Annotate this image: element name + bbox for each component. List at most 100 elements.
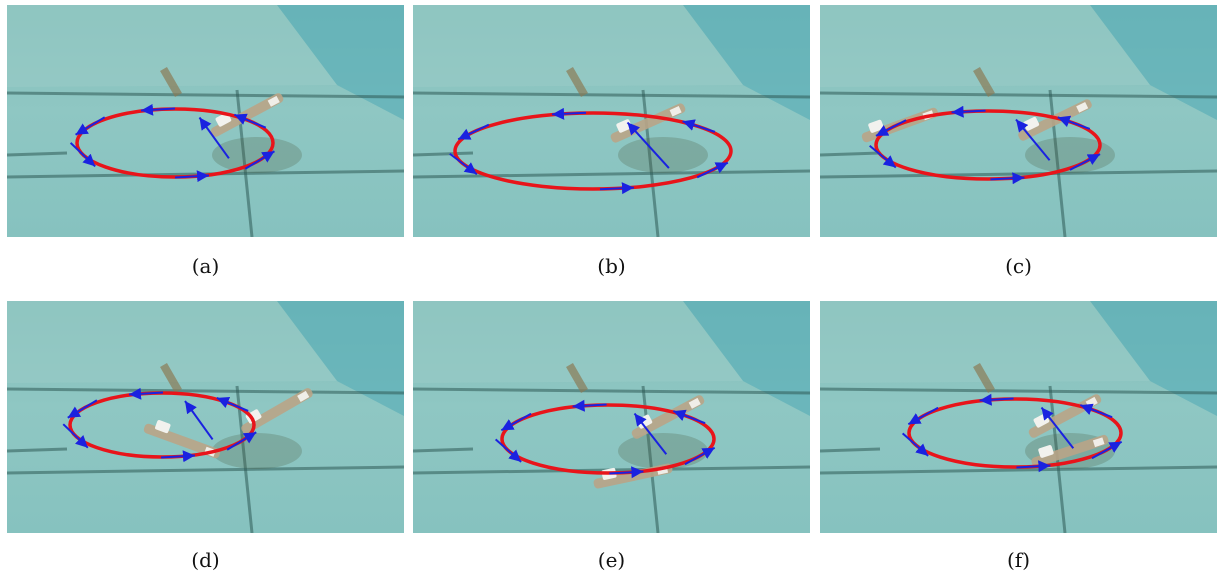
pool-wall — [1090, 5, 1217, 120]
tile-line — [413, 91, 810, 99]
photo-panel-e — [413, 301, 810, 533]
pool-wall — [277, 5, 404, 120]
water-shadow — [212, 137, 302, 173]
direction-arrow — [599, 182, 634, 195]
caption-c: (c) — [1005, 254, 1032, 278]
caption-d: (d) — [191, 548, 220, 572]
tile-line — [820, 447, 881, 453]
pool-wall — [683, 301, 810, 416]
direction-arrow — [869, 144, 897, 169]
trajectory-loop — [500, 403, 716, 475]
tile-line — [820, 91, 1217, 99]
robot-fish — [1031, 434, 1109, 468]
trajectory-loop — [907, 397, 1123, 469]
pool-photo — [7, 301, 404, 533]
direction-arrow — [682, 119, 716, 133]
post — [566, 67, 588, 97]
photo-panel-d — [7, 301, 404, 533]
post — [973, 67, 995, 97]
pool-photo — [413, 5, 810, 237]
trajectory-loop — [75, 107, 275, 179]
trajectory-loop — [874, 109, 1102, 181]
pool-photo — [820, 5, 1217, 237]
direction-arrow — [449, 152, 478, 176]
pool-glass — [7, 301, 337, 383]
photo-panel-b — [413, 5, 810, 237]
water-shadow — [618, 137, 708, 173]
direction-arrow — [62, 423, 89, 449]
tile-line — [413, 169, 810, 179]
pool-glass — [413, 5, 743, 87]
direction-arrow — [244, 150, 275, 170]
tile-line — [413, 387, 810, 395]
photo-panel-c — [820, 5, 1217, 237]
direction-arrow — [216, 396, 249, 412]
tile-line — [7, 151, 68, 157]
heading-arrow — [1015, 118, 1051, 161]
photo-panel-a — [7, 5, 404, 237]
pool-wall — [683, 5, 810, 120]
direction-arrow — [75, 116, 106, 136]
direction-arrow — [951, 105, 986, 118]
post — [160, 363, 182, 393]
direction-arrow — [226, 431, 257, 451]
direction-arrow — [875, 119, 907, 137]
heading-arrow — [1040, 406, 1075, 449]
direction-arrow — [1016, 460, 1051, 473]
direction-arrow — [500, 412, 532, 432]
direction-arrow — [140, 103, 176, 116]
post — [566, 363, 588, 393]
tile-line — [413, 151, 474, 157]
direction-arrow — [696, 161, 729, 179]
direction-arrow — [67, 399, 98, 419]
direction-arrow — [128, 387, 164, 400]
direction-arrow — [672, 409, 706, 425]
direction-arrow — [901, 432, 929, 457]
direction-arrow — [572, 399, 607, 412]
pool-photo — [7, 5, 404, 237]
direction-arrow — [494, 438, 522, 463]
direction-arrow — [552, 107, 587, 120]
heading-arrow — [198, 116, 230, 159]
tile-line — [820, 465, 1217, 475]
photo-panel-f — [820, 301, 1217, 533]
heading-arrow — [626, 121, 670, 169]
direction-arrow — [233, 113, 267, 129]
tile-line — [235, 385, 254, 533]
direction-arrow — [1069, 153, 1101, 171]
pool-wall — [277, 301, 404, 416]
tile-line — [7, 91, 404, 99]
pool-glass — [820, 5, 1150, 87]
pool-glass — [7, 5, 337, 87]
direction-arrow — [174, 170, 210, 183]
tile-line — [820, 387, 1217, 395]
water-shadow — [212, 433, 302, 469]
direction-arrow — [69, 142, 96, 168]
direction-arrow — [907, 406, 939, 426]
tile-line — [7, 387, 404, 395]
tile-line — [820, 151, 881, 157]
pool-photo — [820, 301, 1217, 533]
tile-line — [1048, 89, 1067, 237]
direction-arrow — [1079, 403, 1113, 419]
caption-e: (e) — [597, 548, 626, 572]
post — [160, 67, 182, 97]
direction-arrow — [979, 393, 1014, 406]
pool-glass — [820, 301, 1150, 383]
direction-arrow — [1091, 440, 1123, 460]
direction-arrow — [1057, 115, 1091, 130]
pool-glass — [413, 301, 743, 383]
tile-line — [7, 447, 68, 453]
tile-line — [641, 385, 660, 533]
post — [973, 363, 995, 393]
tile-line — [7, 465, 404, 475]
direction-arrow — [684, 446, 716, 466]
direction-arrow — [609, 466, 644, 479]
pool-wall — [1090, 301, 1217, 416]
trajectory-loop — [453, 111, 733, 191]
tile-line — [413, 447, 474, 453]
caption-a: (a) — [191, 254, 220, 278]
caption-b: (b) — [597, 254, 626, 278]
robot-fish — [241, 388, 313, 434]
pool-photo — [413, 301, 810, 533]
